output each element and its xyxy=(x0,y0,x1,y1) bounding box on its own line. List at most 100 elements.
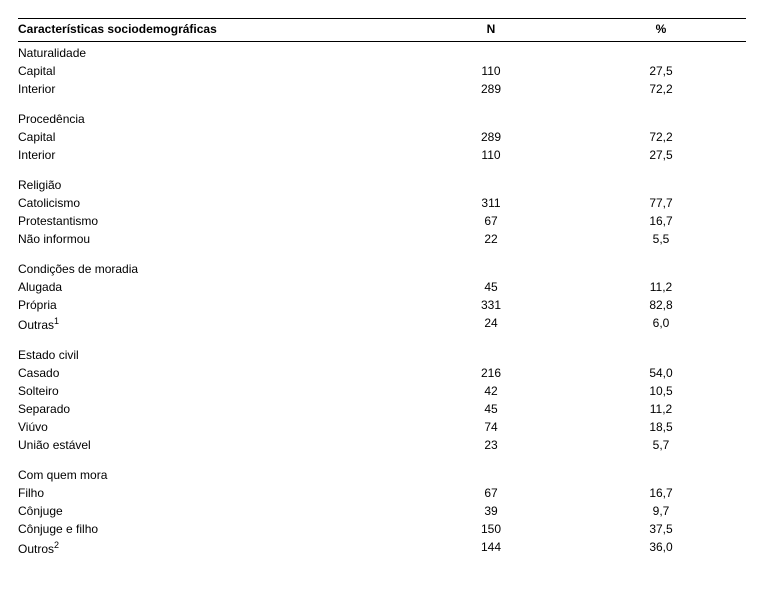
row-label: Não informou xyxy=(18,230,406,248)
row-label: Filho xyxy=(18,484,406,502)
table-row: Própria 33182,8 xyxy=(18,296,746,314)
sociodemographic-table: Características sociodemográficas N % Na… xyxy=(18,18,746,558)
row-label-text: Catolicismo xyxy=(18,196,80,210)
row-label: União estável xyxy=(18,436,406,454)
table-row: Alugada4511,2 xyxy=(18,278,746,296)
group-p-empty xyxy=(576,42,746,63)
header-n: N xyxy=(406,19,576,42)
row-percent: 72,2 xyxy=(576,128,746,146)
group-title: Religião xyxy=(18,164,406,194)
group-title: Naturalidade xyxy=(18,42,406,63)
table-row: Filho 6716,7 xyxy=(18,484,746,502)
group-title-row: Condições de moradia xyxy=(18,248,746,278)
row-label: Separado xyxy=(18,400,406,418)
group-p-empty xyxy=(576,98,746,128)
row-label: Outras1 xyxy=(18,314,406,334)
row-percent: 9,7 xyxy=(576,502,746,520)
row-n: 331 xyxy=(406,296,576,314)
group-p-empty xyxy=(576,454,746,484)
row-label-text: Protestantismo xyxy=(18,214,98,228)
row-label: Capital xyxy=(18,62,406,80)
row-label-text: Viúvo xyxy=(18,420,48,434)
row-percent: 11,2 xyxy=(576,278,746,296)
row-label-text: Cônjuge e filho xyxy=(18,522,98,536)
row-label: Viúvo xyxy=(18,418,406,436)
row-label: Capital xyxy=(18,128,406,146)
group-title-row: Naturalidade xyxy=(18,42,746,63)
row-n: 216 xyxy=(406,364,576,382)
table-row: Solteiro 4210,5 xyxy=(18,382,746,400)
group-title-row: Religião xyxy=(18,164,746,194)
row-n: 67 xyxy=(406,212,576,230)
row-label: Casado xyxy=(18,364,406,382)
row-percent: 18,5 xyxy=(576,418,746,436)
table-row: Interior28972,2 xyxy=(18,80,746,98)
group-p-empty xyxy=(576,334,746,364)
row-percent: 5,7 xyxy=(576,436,746,454)
row-label-text: União estável xyxy=(18,438,91,452)
header-characteristics: Características sociodemográficas xyxy=(18,19,406,42)
row-percent: 5,5 xyxy=(576,230,746,248)
row-label-footnote: 1 xyxy=(54,316,59,326)
row-n: 67 xyxy=(406,484,576,502)
group-p-empty xyxy=(576,164,746,194)
table-row: Outras1246,0 xyxy=(18,314,746,334)
row-label: Interior xyxy=(18,80,406,98)
row-n: 110 xyxy=(406,146,576,164)
table-row: Capital28972,2 xyxy=(18,128,746,146)
table-row: Catolicismo 31177,7 xyxy=(18,194,746,212)
group-title-row: Procedência xyxy=(18,98,746,128)
table-row: Protestantismo 6716,7 xyxy=(18,212,746,230)
table-row: Viúvo 7418,5 xyxy=(18,418,746,436)
row-n: 22 xyxy=(406,230,576,248)
row-percent: 72,2 xyxy=(576,80,746,98)
row-label-text: Filho xyxy=(18,486,44,500)
row-n: 45 xyxy=(406,278,576,296)
row-percent: 6,0 xyxy=(576,314,746,334)
table-row: Capital11027,5 xyxy=(18,62,746,80)
group-title: Com quem mora xyxy=(18,454,406,484)
row-n: 289 xyxy=(406,80,576,98)
row-n: 42 xyxy=(406,382,576,400)
group-title: Procedência xyxy=(18,98,406,128)
row-percent: 82,8 xyxy=(576,296,746,314)
row-n: 74 xyxy=(406,418,576,436)
group-n-empty xyxy=(406,454,576,484)
group-n-empty xyxy=(406,98,576,128)
group-title: Estado civil xyxy=(18,334,406,364)
table-row: Cônjuge e filho15037,5 xyxy=(18,520,746,538)
row-percent: 54,0 xyxy=(576,364,746,382)
row-percent: 16,7 xyxy=(576,212,746,230)
row-label-text: Capital xyxy=(18,130,55,144)
row-label: Protestantismo xyxy=(18,212,406,230)
row-label: Cônjuge xyxy=(18,502,406,520)
group-title: Condições de moradia xyxy=(18,248,406,278)
table-body: NaturalidadeCapital11027,5Interior28972,… xyxy=(18,42,746,559)
row-percent: 27,5 xyxy=(576,146,746,164)
row-n: 24 xyxy=(406,314,576,334)
row-n: 311 xyxy=(406,194,576,212)
row-label: Solteiro xyxy=(18,382,406,400)
row-label: Alugada xyxy=(18,278,406,296)
row-label-text: Solteiro xyxy=(18,384,59,398)
row-n: 39 xyxy=(406,502,576,520)
row-label-text: Outros xyxy=(18,542,54,556)
row-label: Própria xyxy=(18,296,406,314)
row-label: Interior xyxy=(18,146,406,164)
row-percent: 16,7 xyxy=(576,484,746,502)
row-label: Cônjuge e filho xyxy=(18,520,406,538)
group-n-empty xyxy=(406,248,576,278)
row-label-text: Casado xyxy=(18,366,59,380)
row-percent: 37,5 xyxy=(576,520,746,538)
row-label: Outros2 xyxy=(18,538,406,558)
row-percent: 77,7 xyxy=(576,194,746,212)
group-n-empty xyxy=(406,42,576,63)
row-percent: 10,5 xyxy=(576,382,746,400)
row-label-text: Própria xyxy=(18,298,57,312)
group-n-empty xyxy=(406,334,576,364)
row-label-footnote: 2 xyxy=(54,540,59,550)
row-label-text: Separado xyxy=(18,402,70,416)
table-row: Casado 21654,0 xyxy=(18,364,746,382)
table-row: Outros214436,0 xyxy=(18,538,746,558)
table-row: Não informou225,5 xyxy=(18,230,746,248)
